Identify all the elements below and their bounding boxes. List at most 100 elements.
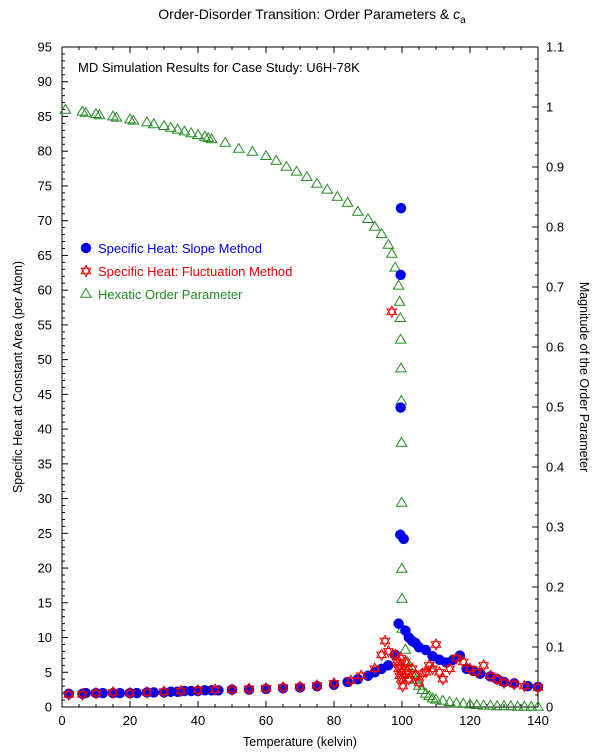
x-tick-label: 0 bbox=[58, 713, 65, 728]
data-point bbox=[443, 695, 456, 706]
axis-ticks bbox=[61, 46, 539, 708]
data-point bbox=[395, 436, 408, 447]
data-point bbox=[491, 699, 504, 711]
data-point bbox=[294, 680, 306, 694]
y2-tick-label: 0.8 bbox=[546, 220, 564, 235]
data-point bbox=[409, 669, 422, 683]
series-2 bbox=[59, 103, 545, 711]
y2-tick-label: 0.4 bbox=[546, 460, 564, 475]
data-point bbox=[395, 562, 408, 573]
data-point bbox=[345, 674, 357, 688]
data-point bbox=[219, 136, 232, 147]
data-point bbox=[351, 205, 364, 216]
data-point bbox=[171, 123, 184, 134]
data-point bbox=[382, 238, 395, 249]
x-tick-label: 80 bbox=[327, 713, 341, 728]
y-tick-label: 90 bbox=[38, 74, 52, 89]
data-point bbox=[89, 107, 103, 118]
y2-tick-label: 0.6 bbox=[546, 340, 564, 355]
data-point bbox=[394, 333, 407, 344]
data-point bbox=[398, 533, 409, 545]
data-point bbox=[375, 227, 388, 238]
data-point bbox=[76, 687, 89, 701]
data-point bbox=[508, 677, 520, 691]
legend-entry: Specific Heat: Fluctuation Method bbox=[98, 264, 292, 279]
data-point bbox=[321, 183, 334, 194]
data-point bbox=[192, 683, 204, 697]
data-point bbox=[429, 693, 443, 704]
data-point bbox=[470, 698, 483, 709]
data-point bbox=[300, 170, 313, 181]
data-point bbox=[379, 634, 391, 648]
data-point bbox=[406, 662, 418, 676]
data-point bbox=[511, 700, 524, 711]
data-point bbox=[497, 699, 511, 711]
data-point bbox=[389, 648, 401, 662]
data-point bbox=[395, 496, 408, 507]
data-point bbox=[127, 114, 140, 125]
data-point bbox=[386, 305, 398, 319]
data-point bbox=[140, 116, 154, 127]
data-point bbox=[110, 111, 123, 122]
y-tick-label: 5 bbox=[45, 665, 52, 680]
data-point bbox=[341, 196, 354, 207]
data-point bbox=[393, 295, 406, 306]
y2-tick-label: 0.7 bbox=[546, 280, 564, 295]
y-tick-label: 20 bbox=[38, 561, 52, 576]
data-point bbox=[185, 126, 198, 138]
x-tick-label: 120 bbox=[459, 713, 481, 728]
data-point bbox=[164, 121, 177, 132]
data-point bbox=[175, 684, 187, 698]
data-point bbox=[518, 679, 531, 693]
y2-tick-label: 1.1 bbox=[546, 40, 564, 55]
data-point bbox=[397, 679, 409, 693]
legend-marker bbox=[80, 264, 92, 278]
data-point bbox=[198, 130, 211, 141]
series-layer bbox=[59, 103, 545, 711]
data-point bbox=[246, 145, 259, 156]
y-tick-label: 70 bbox=[38, 213, 52, 228]
data-point bbox=[368, 220, 381, 231]
data-point bbox=[420, 644, 432, 656]
data-point bbox=[124, 686, 136, 700]
data-point bbox=[290, 165, 303, 176]
data-point bbox=[413, 676, 425, 690]
data-point bbox=[394, 311, 407, 322]
data-point bbox=[141, 685, 153, 699]
data-point bbox=[226, 683, 238, 697]
data-point bbox=[123, 113, 137, 124]
data-point bbox=[395, 592, 409, 603]
data-point bbox=[426, 692, 439, 703]
data-point bbox=[76, 105, 89, 116]
y-tick-label: 25 bbox=[38, 526, 52, 541]
data-point bbox=[383, 660, 394, 671]
y-tick-label: 45 bbox=[38, 387, 52, 402]
data-point bbox=[443, 662, 456, 676]
data-point bbox=[259, 149, 273, 160]
legend-marker bbox=[79, 287, 93, 298]
data-point bbox=[243, 682, 255, 696]
legend: Specific Heat: Slope Method Specific Heat… bbox=[79, 241, 292, 302]
y-tick-label: 40 bbox=[38, 422, 52, 437]
y2-tick-label: 0.2 bbox=[546, 580, 564, 595]
x-tick-label: 100 bbox=[391, 713, 413, 728]
data-point bbox=[59, 103, 72, 114]
data-point bbox=[310, 177, 324, 188]
data-point bbox=[531, 700, 545, 711]
data-point bbox=[147, 117, 160, 129]
data-point bbox=[93, 108, 106, 120]
y2-tick-label: 0.3 bbox=[546, 520, 564, 535]
x-tick-label: 20 bbox=[123, 713, 137, 728]
data-point bbox=[437, 672, 449, 686]
y-tick-label: 60 bbox=[38, 283, 52, 298]
data-point bbox=[106, 110, 120, 121]
data-point bbox=[90, 686, 102, 700]
data-point bbox=[401, 665, 413, 679]
data-point bbox=[331, 190, 344, 201]
data-point bbox=[395, 269, 406, 281]
legend-marker bbox=[80, 242, 92, 254]
y-tick-label: 15 bbox=[38, 595, 52, 610]
data-point bbox=[191, 128, 205, 139]
data-point bbox=[436, 694, 449, 705]
